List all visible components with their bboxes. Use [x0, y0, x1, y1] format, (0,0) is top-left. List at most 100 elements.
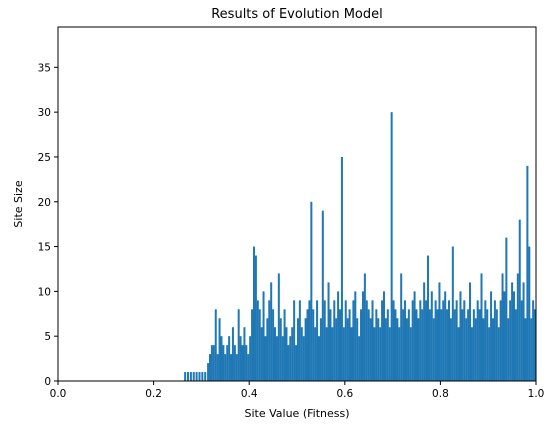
- chart-title: Results of Evolution Model: [211, 7, 383, 22]
- histogram-bar: [482, 318, 485, 381]
- histogram-bar: [340, 156, 343, 381]
- histogram-bar: [509, 300, 512, 381]
- histogram-bar: [361, 291, 364, 381]
- histogram-bar: [384, 318, 387, 381]
- histogram-bar: [365, 300, 368, 381]
- histogram-bar: [325, 327, 328, 381]
- histogram-bar: [465, 318, 468, 381]
- histogram-bar: [323, 300, 326, 381]
- histogram-bar: [230, 354, 233, 381]
- histogram-bar: [444, 291, 447, 381]
- histogram-bar: [304, 318, 307, 381]
- histogram-bar: [457, 327, 460, 381]
- histogram-bar: [402, 309, 405, 381]
- histogram-bar: [490, 291, 493, 381]
- histogram-bar: [430, 291, 433, 381]
- histogram-bar: [222, 345, 225, 381]
- histogram-bar: [405, 318, 408, 381]
- x-axis-label: Site Value (Fitness): [245, 407, 350, 420]
- y-tick-label: 35: [38, 62, 51, 74]
- histogram-bar: [260, 327, 263, 381]
- histogram-bar: [446, 309, 449, 381]
- histogram-bar: [511, 282, 514, 381]
- histogram-bar: [488, 327, 491, 381]
- histogram-bar: [426, 255, 429, 381]
- histogram-bar: [337, 291, 340, 381]
- histogram-bar: [264, 336, 267, 381]
- x-tick-label: 0.4: [241, 388, 258, 400]
- histogram-bar: [321, 210, 324, 381]
- histogram-bar: [377, 318, 380, 381]
- histogram-bar: [350, 327, 353, 381]
- histogram-bar: [470, 327, 473, 381]
- histogram-bar: [289, 336, 292, 381]
- histogram-bar: [308, 300, 311, 381]
- histogram-bar: [375, 309, 378, 381]
- histogram-bar: [239, 336, 242, 381]
- histogram-bar: [394, 309, 397, 381]
- x-tick-label: 0.8: [432, 388, 449, 400]
- histogram-bar: [295, 345, 298, 381]
- histogram-bar: [390, 112, 393, 381]
- histogram-bar: [226, 345, 229, 381]
- bars-group: [184, 112, 537, 381]
- histogram-bar: [518, 219, 521, 381]
- x-tick-label: 0.6: [336, 388, 353, 400]
- histogram-bar: [298, 300, 301, 381]
- histogram-bar: [258, 309, 261, 381]
- histogram-bar: [317, 336, 320, 381]
- histogram-bar: [319, 318, 322, 381]
- histogram-bar: [425, 300, 428, 381]
- histogram-bar: [279, 318, 282, 381]
- histogram-bar: [421, 309, 424, 381]
- histogram-bar: [233, 345, 236, 381]
- histogram-bar: [209, 354, 212, 381]
- histogram-bar: [274, 327, 277, 381]
- histogram-bar: [495, 309, 498, 381]
- histogram-bar: [404, 300, 407, 381]
- x-tick-label: 1.0: [528, 388, 545, 400]
- histogram-bar: [369, 318, 372, 381]
- histogram-bar: [283, 309, 286, 381]
- histogram-bar: [277, 273, 280, 381]
- histogram-bar: [291, 327, 294, 381]
- histogram-bar: [316, 300, 319, 381]
- histogram-bar: [333, 300, 336, 381]
- y-tick-label: 5: [44, 331, 51, 343]
- histogram-bar: [235, 354, 238, 381]
- histogram-bar: [534, 309, 537, 381]
- histogram-bar: [524, 318, 527, 381]
- histogram-bar: [247, 354, 250, 381]
- histogram-bar: [327, 282, 330, 381]
- histogram-bar: [469, 282, 472, 381]
- histogram-bar: [448, 300, 451, 381]
- histogram-bar: [392, 300, 395, 381]
- histogram-bar: [514, 309, 517, 381]
- histogram-bar: [379, 327, 382, 381]
- histogram-bar: [220, 336, 223, 381]
- histogram-bar: [358, 336, 361, 381]
- histogram-bar: [428, 309, 431, 381]
- histogram-bar: [382, 291, 385, 381]
- ticks-group: 0.0 0.2 0.4 0.6 0.8 1.0 0 5 10 15 20 25 30 35: [38, 62, 545, 400]
- histogram-bar: [270, 282, 273, 381]
- histogram-bar: [507, 318, 510, 381]
- histogram-bar: [352, 300, 355, 381]
- histogram-bar: [373, 327, 376, 381]
- histogram-bar: [237, 309, 240, 381]
- histogram-bar: [396, 318, 399, 381]
- histogram-bar: [231, 327, 234, 381]
- histogram-bar: [440, 309, 443, 381]
- histogram-bar: [214, 309, 217, 381]
- histogram-bar: [474, 318, 477, 381]
- histogram-bar: [461, 309, 464, 381]
- histogram-bar: [493, 300, 496, 381]
- histogram-bar: [449, 318, 452, 381]
- histogram-bar: [192, 372, 195, 381]
- histogram-bar: [224, 354, 227, 381]
- histogram-bar: [293, 300, 296, 381]
- histogram-bar: [463, 300, 466, 381]
- histogram-bar: [241, 345, 244, 381]
- histogram-bar: [342, 327, 345, 381]
- histogram-bar: [296, 318, 299, 381]
